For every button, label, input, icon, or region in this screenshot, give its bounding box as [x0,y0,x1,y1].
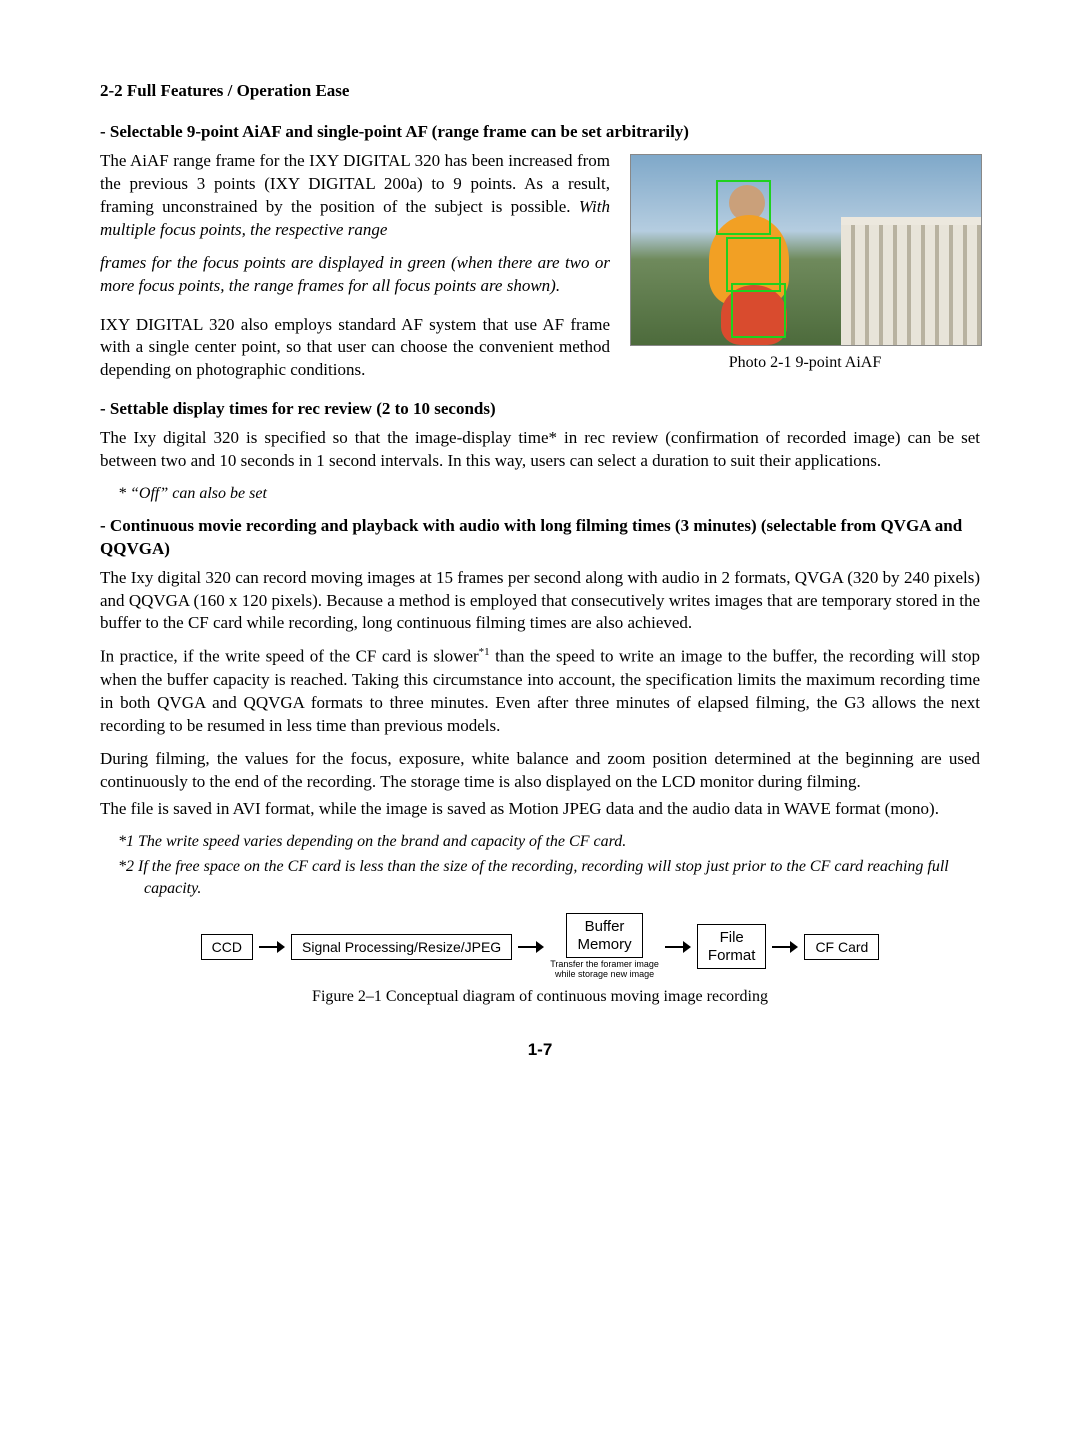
photo-2-1-caption: Photo 2-1 9-point AiAF [630,352,980,374]
arrow-icon [518,940,544,954]
flow-buffer-sub: Transfer the foramer image while storage… [550,960,659,980]
arrow-icon [259,940,285,954]
photo-2-1-image [630,154,982,346]
af-frame [731,283,786,338]
sub3-note2: *2 If the free space on the CF card is l… [118,856,980,899]
flow-box-file: File Format [697,924,767,969]
sub3-p1: The Ixy digital 320 can record moving im… [100,567,980,636]
flow-box-ccd: CCD [201,934,253,960]
flow-file-l2: Format [708,947,756,964]
flow-buffer-l2: Memory [577,936,631,953]
flow-buffer-group: Buffer Memory Transfer the foramer image… [550,913,659,979]
sub2-note: * “Off” can also be set [118,483,980,505]
photo-2-1-figure: Photo 2-1 9-point AiAF [630,154,980,374]
figure-2-1-diagram: CCD Signal Processing/Resize/JPEG Buffer… [100,913,980,979]
page-number: 1-7 [100,1039,980,1062]
flow-box-cf: CF Card [804,934,879,960]
arrow-icon [772,940,798,954]
sub3-heading: - Continuous movie recording and playbac… [100,515,980,561]
flow-box-signal: Signal Processing/Resize/JPEG [291,934,512,960]
arrow-icon [665,940,691,954]
sub2-heading: - Settable display times for rec review … [100,398,980,421]
flow-box-buffer: Buffer Memory [566,913,642,958]
section-title: 2-2 Full Features / Operation Ease [100,80,980,103]
sub3-p3: During filming, the values for the focus… [100,748,980,794]
sub3-p2a: In practice, if the write speed of the C… [100,647,479,666]
flow-buffer-sub2: while storage new image [555,969,654,979]
sub3-p2: In practice, if the write speed of the C… [100,645,980,737]
sub3-note1: *1 The write speed varies depending on t… [118,831,980,853]
sub3-p4: The file is saved in AVI format, while t… [100,798,980,821]
af-frame [716,180,771,235]
flow-file-l1: File [720,929,744,946]
flow-buffer-l1: Buffer [585,918,625,935]
figure-2-1-caption: Figure 2–1 Conceptual diagram of continu… [100,986,980,1008]
sub1-p1a: The AiAF range frame for the IXY DIGITAL… [100,151,610,216]
sub1-heading: - Selectable 9-point AiAF and single-poi… [100,121,980,144]
flow-buffer-sub1: Transfer the foramer image [550,959,659,969]
sub3-p2-super: *1 [479,646,490,658]
sub2-p1: The Ixy digital 320 is specified so that… [100,427,980,473]
